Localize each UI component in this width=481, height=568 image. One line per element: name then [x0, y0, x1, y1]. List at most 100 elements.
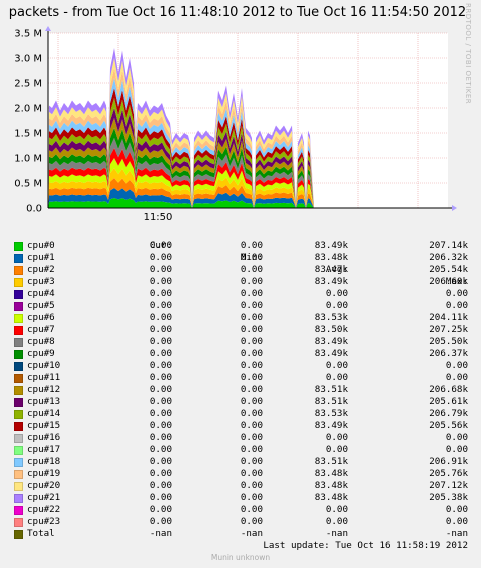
legend-series-name: cpu#12: [27, 384, 61, 395]
legend-swatch: [14, 530, 23, 539]
rrdtool-watermark: RRDTOOL / TOBI OETIKER: [464, 3, 472, 105]
legend-max-value: 0.00: [445, 300, 468, 311]
series-area-cpu0: [48, 198, 448, 208]
y-tick-label: 0.0: [26, 204, 42, 215]
legend-swatch: [14, 326, 23, 335]
legend-cur-value: 0.00: [149, 324, 172, 335]
legend-min-value: 0.00: [240, 492, 263, 503]
legend-min-value: 0.00: [240, 420, 263, 431]
legend-swatch: [14, 290, 23, 299]
legend-header-avg: Avg:: [325, 264, 348, 275]
legend-swatch: [14, 278, 23, 287]
legend-max-value: 204.11k: [429, 312, 468, 323]
x-axis-arrow: [452, 205, 457, 211]
legend-cur-value: 0.00: [149, 516, 172, 527]
legend-avg-value: 83.48k: [314, 252, 348, 263]
legend-cur-value: 0.00: [149, 420, 172, 431]
legend-row: cpu#8 0.00 0.00 83.49k 205.50k: [10, 336, 472, 348]
y-tick-label: 2.5 M: [14, 79, 42, 90]
legend-max-value: 205.54k: [429, 264, 468, 275]
legend-swatch: [14, 266, 23, 275]
y-tick-label: 2.0 M: [14, 104, 42, 115]
legend-swatch: [14, 374, 23, 383]
legend-row: cpu#7 0.00 0.00 83.50k 207.25k: [10, 324, 472, 336]
legend-max-value: 206.79k: [429, 408, 468, 419]
legend-row: cpu#3 0.00 0.00 83.49k 206.60k: [10, 276, 472, 288]
y-tick-label: 1.0 M: [14, 154, 42, 165]
legend-series-name: cpu#16: [27, 432, 61, 443]
legend-swatch: [14, 398, 23, 407]
legend-series-name: cpu#4: [27, 288, 55, 299]
legend-avg-value: 83.53k: [314, 408, 348, 419]
legend-swatch: [14, 506, 23, 515]
legend-max-value: 205.38k: [429, 492, 468, 503]
legend-series-name: cpu#21: [27, 492, 61, 503]
legend-min-value: 0.00: [240, 480, 263, 491]
legend-max-value: 0.00: [445, 288, 468, 299]
legend-swatch: [14, 350, 23, 359]
legend-cur-value: 0.00: [149, 240, 172, 251]
legend-cur-value: 0.00: [149, 396, 172, 407]
legend-cur-value: 0.00: [149, 360, 172, 371]
legend-min-value: 0.00: [240, 468, 263, 479]
legend-cur-value: 0.00: [149, 300, 172, 311]
legend-min-value: 0.00: [240, 396, 263, 407]
legend-min-value: 0.00: [240, 384, 263, 395]
legend-avg-value: 83.51k: [314, 384, 348, 395]
chart-area: 0.0 0.5 M 1.0 M 1.5 M 2.0 M 2.5 M 3.0 M 3.5 M 1…: [14, 26, 457, 223]
legend-min-value: 0.00: [240, 240, 263, 251]
legend-series-name: cpu#8: [27, 336, 55, 347]
legend-min-value: 0.00: [240, 288, 263, 299]
legend-row: cpu#14 0.00 0.00 83.53k 206.79k: [10, 408, 472, 420]
legend-max-value: 0.00: [445, 360, 468, 371]
legend-row: cpu#13 0.00 0.00 83.51k 205.61k: [10, 396, 472, 408]
legend-series-name: cpu#7: [27, 324, 55, 335]
legend-swatch: [14, 458, 23, 467]
legend-cur-value: 0.00: [149, 504, 172, 515]
legend-cur-value: 0.00: [149, 444, 172, 455]
legend-series-name: cpu#14: [27, 408, 61, 419]
legend-row: Total -nan -nan -nan -nan: [10, 528, 472, 540]
legend-max-value: 206.37k: [429, 348, 468, 359]
legend-cur-value: 0.00: [149, 348, 172, 359]
legend-row: cpu#19 0.00 0.00 83.48k 205.76k: [10, 468, 472, 480]
last-update-text: Last update: Tue Oct 16 11:58:19 2012: [263, 540, 468, 551]
legend-max-value: 0.00: [445, 432, 468, 443]
legend-swatch: [14, 422, 23, 431]
legend-cur-value: 0.00: [149, 456, 172, 467]
legend-max-value: 0.00: [445, 516, 468, 527]
legend-row: cpu#1 0.00 0.00 83.48k 206.32k: [10, 252, 472, 264]
legend-avg-value: 0.00: [325, 432, 348, 443]
legend-swatch: [14, 254, 23, 263]
legend-avg-value: 0.00: [325, 444, 348, 455]
legend-header-min: Min:: [240, 252, 263, 263]
legend-row: cpu#4 0.00 0.00 0.00 0.00: [10, 288, 472, 300]
legend-series-name: cpu#13: [27, 396, 61, 407]
legend-min-value: 0.00: [240, 336, 263, 347]
legend-avg-value: 0.00: [325, 516, 348, 527]
legend-cur-value: 0.00: [149, 480, 172, 491]
legend-cur-value: 0.00: [149, 288, 172, 299]
legend-series-name: cpu#9: [27, 348, 55, 359]
legend-row: cpu#17 0.00 0.00 0.00 0.00: [10, 444, 472, 456]
legend-row: cpu#10 0.00 0.00 0.00 0.00: [10, 360, 472, 372]
legend-swatch: [14, 446, 23, 455]
legend-cur-value: 0.00: [149, 408, 172, 419]
stacked-series: [48, 48, 448, 208]
legend-series-name: cpu#2: [27, 264, 55, 275]
legend-series-name: cpu#10: [27, 360, 61, 371]
legend-max-value: 207.25k: [429, 324, 468, 335]
legend-series-name: cpu#6: [27, 312, 55, 323]
legend-avg-value: 83.48k: [314, 492, 348, 503]
legend-series-name: cpu#1: [27, 252, 55, 263]
legend-row: cpu#5 0.00 0.00 0.00 0.00: [10, 300, 472, 312]
legend-avg-value: 83.51k: [314, 456, 348, 467]
legend-rows: cpu#0 0.00 0.00 83.49k 207.14k cpu#1 0.00 0.00 8…: [10, 240, 472, 540]
legend-swatch: [14, 386, 23, 395]
legend-series-name: Total: [27, 528, 55, 539]
legend-max-value: -nan: [445, 528, 468, 539]
legend-cur-value: -nan: [149, 528, 172, 539]
legend-max-value: 205.56k: [429, 420, 468, 431]
legend-avg-value: 0.00: [325, 288, 348, 299]
legend-min-value: 0.00: [240, 432, 263, 443]
